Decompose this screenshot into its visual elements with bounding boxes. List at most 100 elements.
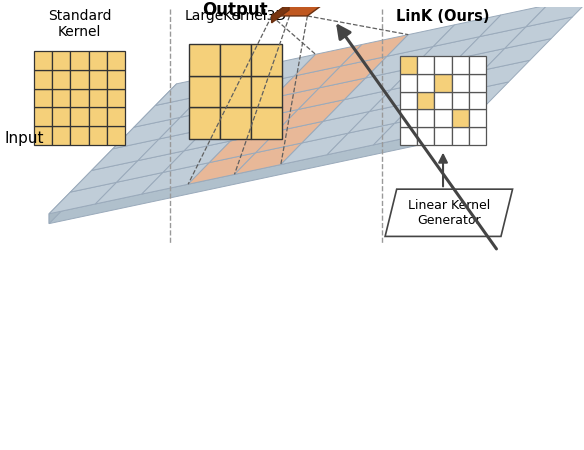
Polygon shape xyxy=(92,139,159,171)
Bar xyxy=(189,108,220,139)
Bar xyxy=(469,109,486,127)
Polygon shape xyxy=(49,84,176,224)
Polygon shape xyxy=(324,90,391,121)
Bar xyxy=(34,70,52,89)
Bar xyxy=(451,74,469,92)
Bar xyxy=(434,56,451,74)
Bar xyxy=(399,109,417,127)
Bar xyxy=(70,108,89,126)
Polygon shape xyxy=(206,98,273,129)
Bar xyxy=(52,126,70,145)
Text: Standard
Kernel: Standard Kernel xyxy=(48,9,112,39)
Bar xyxy=(107,126,126,145)
Polygon shape xyxy=(134,96,201,127)
Polygon shape xyxy=(298,78,366,109)
Polygon shape xyxy=(412,36,479,68)
Bar xyxy=(89,126,107,145)
Polygon shape xyxy=(49,182,117,214)
Text: Output: Output xyxy=(202,0,268,18)
Bar xyxy=(70,51,89,70)
Polygon shape xyxy=(155,74,223,105)
Polygon shape xyxy=(142,162,210,194)
Polygon shape xyxy=(234,143,302,175)
Polygon shape xyxy=(433,15,501,46)
Bar xyxy=(469,92,486,109)
Polygon shape xyxy=(273,66,340,98)
Polygon shape xyxy=(294,45,362,76)
Bar xyxy=(34,89,52,108)
Bar xyxy=(399,56,417,74)
Polygon shape xyxy=(484,39,551,70)
Polygon shape xyxy=(210,131,277,162)
Bar xyxy=(70,89,89,108)
Bar xyxy=(251,108,282,139)
Polygon shape xyxy=(505,17,572,49)
Polygon shape xyxy=(302,112,370,143)
Polygon shape xyxy=(374,113,441,145)
Bar xyxy=(417,127,434,145)
Bar xyxy=(52,108,70,126)
Polygon shape xyxy=(441,82,509,113)
Bar xyxy=(89,51,107,70)
Bar xyxy=(220,45,251,76)
Bar xyxy=(434,92,451,109)
Bar xyxy=(107,70,126,89)
Polygon shape xyxy=(201,64,269,96)
Bar xyxy=(52,70,70,89)
Polygon shape xyxy=(420,104,488,135)
Polygon shape xyxy=(370,80,437,112)
Bar xyxy=(451,56,469,74)
Polygon shape xyxy=(387,25,454,56)
Bar xyxy=(417,109,434,127)
Polygon shape xyxy=(95,172,163,204)
Bar xyxy=(434,109,451,127)
Polygon shape xyxy=(526,0,584,27)
Bar xyxy=(251,76,282,108)
Bar xyxy=(417,92,434,109)
Text: LargeKernel3D: LargeKernel3D xyxy=(185,9,287,23)
Polygon shape xyxy=(319,56,387,88)
Bar xyxy=(417,74,434,92)
Polygon shape xyxy=(272,3,289,23)
Polygon shape xyxy=(117,151,185,182)
Polygon shape xyxy=(340,35,408,66)
Polygon shape xyxy=(327,123,395,155)
Bar xyxy=(89,89,107,108)
Bar xyxy=(220,76,251,108)
Bar xyxy=(107,51,126,70)
Bar xyxy=(451,109,469,127)
Polygon shape xyxy=(252,88,319,119)
Bar xyxy=(70,126,89,145)
Polygon shape xyxy=(272,3,325,16)
Bar xyxy=(251,45,282,76)
Bar xyxy=(89,70,107,89)
Bar xyxy=(34,108,52,126)
Polygon shape xyxy=(349,102,416,133)
Bar xyxy=(34,51,52,70)
Bar xyxy=(469,127,486,145)
Bar xyxy=(220,108,251,139)
Polygon shape xyxy=(231,109,298,141)
Bar xyxy=(399,74,417,92)
Bar xyxy=(107,108,126,126)
Bar xyxy=(469,74,486,92)
Bar xyxy=(34,126,52,145)
Bar xyxy=(52,89,70,108)
Polygon shape xyxy=(227,76,294,108)
Polygon shape xyxy=(256,121,324,153)
Text: LinK (Ours): LinK (Ours) xyxy=(397,9,490,24)
Bar xyxy=(70,70,89,89)
Polygon shape xyxy=(138,129,206,161)
Polygon shape xyxy=(70,161,138,192)
Polygon shape xyxy=(163,141,231,172)
Polygon shape xyxy=(391,58,458,90)
Bar xyxy=(399,127,417,145)
Bar xyxy=(434,74,451,92)
Polygon shape xyxy=(458,27,526,58)
Text: Linear Kernel
Generator: Linear Kernel Generator xyxy=(408,199,490,227)
Polygon shape xyxy=(416,70,484,102)
Polygon shape xyxy=(479,5,547,36)
Bar xyxy=(89,108,107,126)
Bar xyxy=(451,92,469,109)
Polygon shape xyxy=(113,117,180,149)
